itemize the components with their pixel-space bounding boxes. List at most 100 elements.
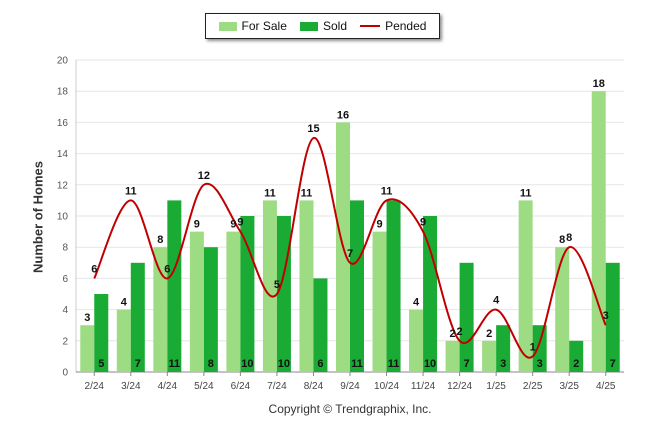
for-sale-value-label: 2 xyxy=(486,328,492,340)
bar-for-sale xyxy=(409,309,424,372)
x-tick-label: 3/24 xyxy=(121,381,141,392)
sold-value-label: 3 xyxy=(500,358,506,370)
bar-for-sale xyxy=(482,340,497,372)
sold-value-label: 10 xyxy=(278,358,290,370)
y-tick-label: 6 xyxy=(62,274,68,285)
pended-value-label: 11 xyxy=(381,185,393,197)
sold-value-label: 7 xyxy=(464,358,470,370)
legend-item-pended: Pended xyxy=(360,19,426,33)
for-sale-swatch-icon xyxy=(218,21,237,31)
for-sale-value-label: 11 xyxy=(520,187,532,199)
y-tick-label: 2 xyxy=(62,336,68,347)
bar-for-sale xyxy=(116,309,131,372)
pended-value-label: 2 xyxy=(457,326,463,338)
x-tick-label: 10/24 xyxy=(374,381,399,392)
bar-sold xyxy=(130,262,145,372)
for-sale-value-label: 9 xyxy=(376,219,382,231)
y-tick-label: 20 xyxy=(57,56,69,67)
bar-for-sale xyxy=(372,231,387,372)
pended-value-label: 9 xyxy=(420,217,426,229)
bar-sold xyxy=(94,294,109,372)
sold-value-label: 7 xyxy=(610,358,616,370)
y-tick-label: 14 xyxy=(57,149,69,160)
bar-sold xyxy=(496,325,511,372)
bar-sold xyxy=(276,216,291,372)
bar-for-sale xyxy=(189,231,204,372)
legend-label-for-sale: For Sale xyxy=(241,19,287,33)
x-tick-label: 2/25 xyxy=(523,381,543,392)
pended-value-label: 7 xyxy=(347,248,353,260)
pended-value-label: 11 xyxy=(125,185,137,197)
y-tick-label: 10 xyxy=(57,212,69,223)
bar-for-sale xyxy=(80,325,95,372)
bar-sold xyxy=(313,278,328,372)
for-sale-value-label: 18 xyxy=(593,78,605,90)
y-tick-label: 8 xyxy=(62,243,68,254)
sold-value-label: 3 xyxy=(537,358,543,370)
x-tick-label: 12/24 xyxy=(447,381,472,392)
for-sale-value-label: 11 xyxy=(301,187,313,199)
sold-swatch-icon xyxy=(299,21,318,31)
bar-sold xyxy=(167,200,182,372)
pended-value-label: 9 xyxy=(237,217,243,229)
sold-value-label: 6 xyxy=(317,358,323,370)
sold-value-label: 11 xyxy=(388,358,400,370)
bar-for-sale xyxy=(445,340,460,372)
x-tick-label: 5/24 xyxy=(194,381,214,392)
sold-value-label: 2 xyxy=(573,358,579,370)
for-sale-value-label: 3 xyxy=(84,312,90,324)
pended-value-label: 6 xyxy=(91,263,97,275)
bar-for-sale xyxy=(299,200,314,372)
pended-line-swatch-icon xyxy=(360,25,381,27)
pended-value-label: 15 xyxy=(307,123,319,135)
pended-value-label: 1 xyxy=(530,341,536,353)
for-sale-value-label: 9 xyxy=(230,219,236,231)
pended-value-label: 3 xyxy=(603,310,609,322)
legend-label-sold: Sold xyxy=(322,19,347,33)
sold-value-label: 8 xyxy=(208,358,214,370)
bar-sold xyxy=(240,216,255,372)
sold-value-label: 5 xyxy=(98,358,104,370)
x-tick-label: 3/25 xyxy=(559,381,579,392)
legend-label-pended: Pended xyxy=(385,19,427,33)
y-tick-label: 4 xyxy=(62,305,68,316)
x-tick-label: 11/24 xyxy=(411,381,436,392)
x-tick-label: 2/24 xyxy=(85,381,105,392)
pended-series-line xyxy=(93,136,607,359)
y-tick-label: 12 xyxy=(57,180,69,191)
bar-sold xyxy=(569,340,584,372)
x-tick-label: 4/25 xyxy=(596,381,616,392)
for-sale-value-label: 8 xyxy=(559,234,565,246)
pended-value-label: 12 xyxy=(198,170,210,182)
bar-for-sale xyxy=(226,231,241,372)
bar-for-sale xyxy=(153,247,168,372)
for-sale-value-label: 2 xyxy=(450,328,456,340)
x-tick-label: 4/24 xyxy=(158,381,178,392)
legend-item-for-sale: For Sale xyxy=(218,19,287,33)
bar-sold xyxy=(350,200,364,372)
x-tick-label: 8/24 xyxy=(304,381,324,392)
pended-value-label: 5 xyxy=(274,279,280,291)
y-tick-label: 0 xyxy=(62,368,68,379)
for-sale-value-label: 8 xyxy=(157,234,163,246)
sold-value-label: 11 xyxy=(351,358,363,370)
y-axis-title: Number of Homes xyxy=(30,161,46,273)
bar-for-sale xyxy=(555,247,570,372)
x-tick-label: 1/25 xyxy=(486,381,506,392)
pended-value-label: 4 xyxy=(493,295,500,307)
bar-sold xyxy=(423,216,438,372)
bar-for-sale xyxy=(591,91,606,372)
bar-sold xyxy=(386,200,401,372)
for-sale-value-label: 16 xyxy=(337,109,349,121)
y-tick-label: 16 xyxy=(57,118,69,129)
for-sale-value-label: 9 xyxy=(194,219,200,231)
legend-item-sold: Sold xyxy=(299,19,347,33)
bar-sold xyxy=(203,247,218,372)
bar-for-sale xyxy=(518,200,533,372)
sold-value-label: 10 xyxy=(241,358,253,370)
bar-for-sale xyxy=(262,200,277,372)
y-tick-label: 18 xyxy=(57,87,69,98)
for-sale-value-label: 11 xyxy=(264,187,276,199)
